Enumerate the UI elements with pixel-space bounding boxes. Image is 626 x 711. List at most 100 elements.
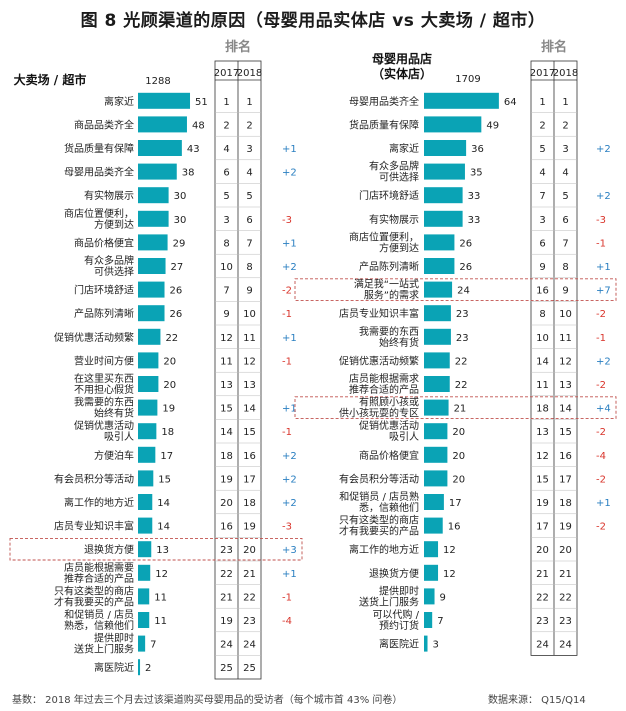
data-bar [424,328,451,345]
rank-change-label: +1 [596,498,611,509]
data-bar [424,92,499,109]
category-label: 在这里买东西 [74,372,134,385]
rank-change-label: -2 [596,522,606,533]
rank-2018-cell: 24 [243,640,256,651]
rank-2017-cell: 18 [220,451,233,462]
rank-2017-cell: 25 [220,663,233,674]
rank-2017-cell: 24 [220,640,233,651]
rank-2017-cell: 18 [536,404,549,415]
rank-2017-cell: 15 [220,404,233,415]
data-bar [424,612,433,628]
panel-title: 大卖场 / 超市 [14,72,87,87]
rank-2017-cell: 1 [223,97,229,108]
rank-2018-cell: 18 [559,498,572,509]
rank-2018-cell: 3 [562,144,568,155]
category-label: 满足我“一站式 [354,278,419,291]
rank-change-label: +2 [282,168,297,179]
rank-2017-cell: 1 [539,97,545,108]
rank-2017-cell: 7 [539,191,545,202]
rank-2017-cell: 9 [539,262,545,273]
data-bar [138,258,166,274]
value-label: 7 [150,640,156,651]
value-label: 23 [456,309,469,320]
panel-base: 1709 [455,74,480,85]
rank-change-label: -1 [282,356,292,367]
rank-2018-cell: 1 [562,97,568,108]
category-label: 提供即时 [379,584,419,597]
value-label: 19 [162,404,175,415]
rank-2018-cell: 16 [559,451,572,462]
rank-2017-cell: 12 [536,451,549,462]
rank-2018-cell: 8 [562,262,568,273]
rank-2017-cell: 6 [223,168,229,179]
rank-2018-cell: 7 [246,238,252,249]
category-label: 才有我要买的产品 [54,595,134,608]
category-label: 服务”的需求 [364,289,419,302]
highlight-box [9,537,303,561]
rank-2017-cell: 21 [536,569,549,580]
data-bar [424,140,467,156]
rank-2017-cell: 5 [539,144,545,155]
rank-header: 排名 [541,39,567,55]
category-label: 吸引人 [104,431,134,443]
data-bar [424,635,428,652]
data-bar [138,470,154,487]
value-label: 18 [161,427,174,438]
data-bar [138,187,169,204]
rank-change-label: +1 [282,238,297,249]
value-label: 33 [468,215,481,226]
rank-change-label: +2 [282,451,297,462]
value-label: 7 [437,616,443,627]
data-bar [138,234,168,251]
rank-2017-cell: 20 [536,545,549,556]
value-label: 24 [457,286,470,297]
category-label: 产品陈列清晰 [74,307,134,320]
rank-change-label: +2 [596,144,611,155]
data-bar [138,376,159,392]
value-label: 33 [468,191,481,202]
rank-2018-cell: 21 [243,569,256,580]
rank-2018-cell: 22 [243,592,256,603]
rank-2018-cell: 22 [559,592,572,603]
rank-change-label: -1 [282,592,292,603]
data-bar [138,116,187,133]
category-label: 有众多品牌 [84,254,134,267]
value-label: 26 [459,238,472,249]
value-label: 21 [454,404,467,415]
rank-change-label: +1 [596,262,611,273]
value-label: 20 [163,356,176,367]
value-label: 3 [433,640,439,651]
rank-2017-cell: 4 [539,168,545,179]
rank-2018-cell: 21 [559,569,572,580]
value-label: 13 [156,545,169,556]
category-label: 和促销员 / 店员熟 [339,490,419,503]
value-label: 48 [192,120,205,131]
rank-2017-cell: 10 [220,262,233,273]
rank-2017-cell: 20 [220,498,233,509]
category-label: 吸引人 [389,431,419,443]
rank-2018-cell: 19 [559,522,572,533]
value-label: 11 [154,616,167,627]
data-bar [424,517,443,534]
data-bar [138,92,191,109]
rank-2018-cell: 2 [246,120,252,131]
rank-2018-cell: 12 [243,356,256,367]
rank-change-label: +1 [282,144,297,155]
rank-2017-cell: 22 [220,569,233,580]
category-label: 促销优惠活动频繁 [339,354,419,367]
category-label: 送货上门服务 [74,643,134,656]
category-label: 营业时间方便 [74,354,134,367]
rank-2018-cell: 8 [246,262,252,273]
panel-title: （实体店） [372,66,432,81]
rank-2018-cell: 6 [246,215,252,226]
data-bar [424,234,455,251]
category-label: 离医院近 [94,661,134,674]
value-label: 17 [449,498,462,509]
category-label: 始终有货 [379,336,419,349]
rank-change-label: -1 [282,427,292,438]
category-label: 我需要的东西 [359,325,419,338]
rank-2017-cell: 2 [539,120,545,131]
rank-2017-cell: 10 [536,333,549,344]
rank-2017-cell: 2 [223,120,229,131]
category-label: 离工作的地方近 [64,496,134,509]
